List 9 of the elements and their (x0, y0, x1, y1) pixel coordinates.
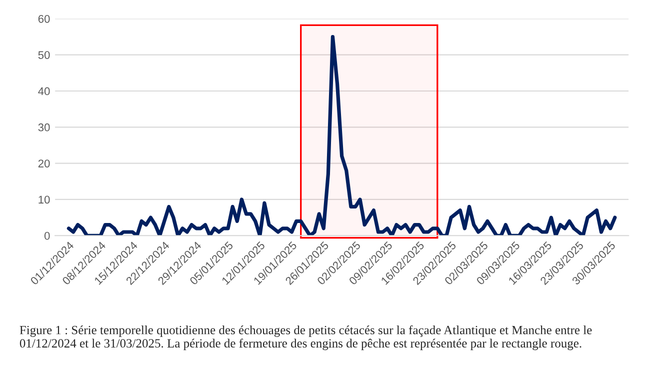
line-series (66, 34, 617, 236)
y-tick-label: 60 (38, 14, 50, 23)
y-tick-label: 0 (44, 232, 50, 240)
y-tick-label: 40 (38, 87, 50, 96)
y-tick-label: 50 (38, 51, 50, 59)
y-tick-label: 20 (38, 160, 50, 168)
y-tick-label: 10 (38, 196, 50, 204)
caption: Figure 1 : Série temporelle quotidienne des échouages de petits cétacés sur la façade Atlantique et Manche entre le 01/12/2024 et le 31/03/2025. La période de fermeture des engins de pêche est représentée par le rectangle rouge. (20, 325, 592, 350)
y-tick-label: 30 (38, 123, 50, 132)
